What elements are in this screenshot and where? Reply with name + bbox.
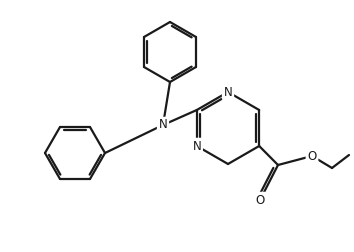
Text: N: N [159, 118, 167, 132]
Text: O: O [307, 149, 316, 163]
Text: O: O [255, 194, 265, 206]
Text: N: N [193, 140, 201, 152]
Text: N: N [224, 85, 232, 99]
